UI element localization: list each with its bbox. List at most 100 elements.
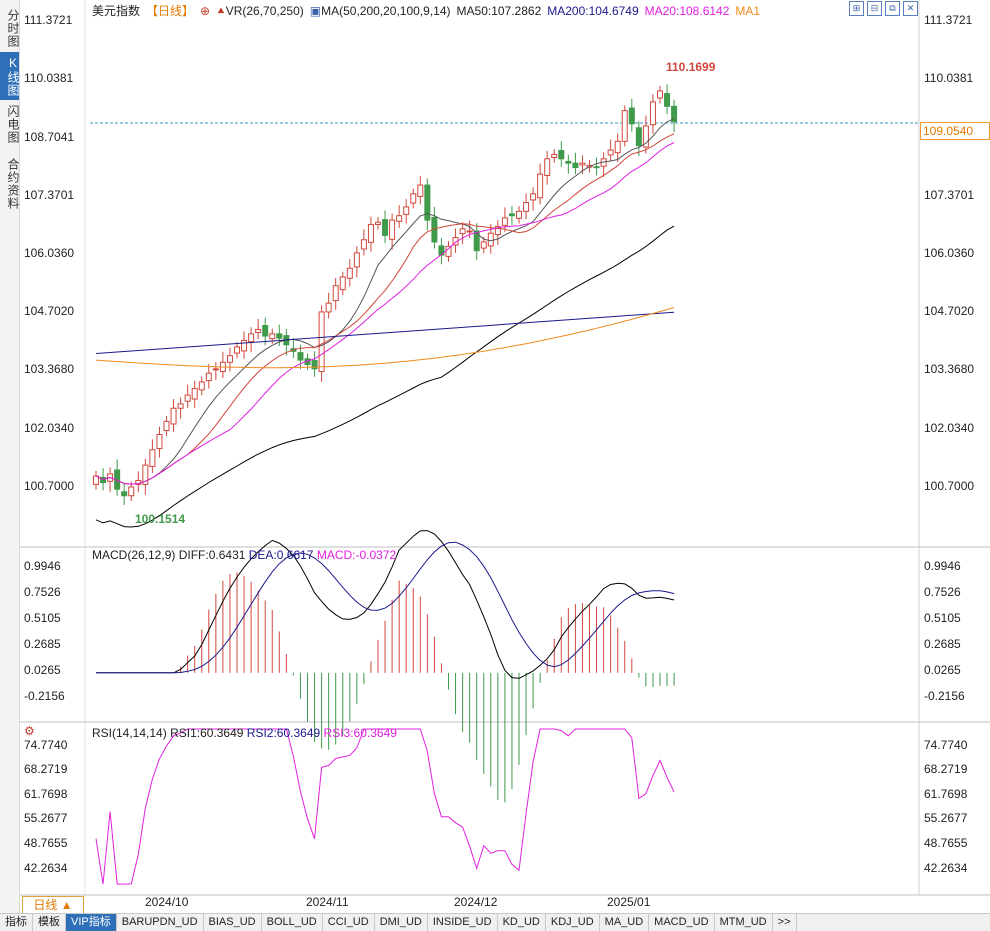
price-axis-label: 107.3701 [924,188,975,202]
rsi-axis-label-right: 61.7698 [924,787,968,801]
x-axis-label: 2024/10 [145,895,189,909]
period-selector[interactable]: 日线 ▲ [22,896,84,914]
candle-body [255,328,262,334]
tab-indicator[interactable]: 指标 [0,914,33,931]
rsi-axis-label-right: 55.2677 [924,811,968,825]
ma100-line [95,307,675,369]
tab-timeshare[interactable]: 分时图 [6,8,20,48]
expand-icon[interactable]: ⊞ [849,1,864,16]
tab-barupdn[interactable]: BARUPDN_UD [117,914,204,931]
rsi-axis-label-right: 74.7740 [924,738,968,752]
candle-body [657,90,663,99]
macd-axis-label: 0.0265 [24,663,61,677]
rsi-axis-label: 48.7655 [24,836,68,850]
tab-bias[interactable]: BIAS_UD [204,914,262,931]
rsi1-value: RSI1:60.3649 [170,726,244,740]
candle-body [544,158,551,176]
period-label[interactable]: 【日线】 [146,4,195,18]
candlestick-series [93,84,678,505]
candle-body [325,302,332,313]
tab-macd[interactable]: MACD_UD [649,914,715,931]
macd-axis-label: -0.2156 [24,689,65,703]
candle-body [565,160,572,164]
vr-indicator: VR(26,70,250) [225,4,304,18]
collapse-icon[interactable]: ⊟ [867,1,882,16]
candle-body [664,93,671,107]
ma50-value: MA50:107.2862 [456,4,542,18]
arrange-icon[interactable]: ⧉ [885,1,900,16]
rsi-settings-icon[interactable]: ⚙ [24,724,35,738]
instrument-name: 美元指数 [92,4,141,18]
tab-kd[interactable]: KD_UD [498,914,546,931]
rsi-axis-label-right: 68.2719 [924,762,968,776]
candle-body [628,107,635,125]
price-axis-label: 102.0340 [924,421,975,435]
candle-body [332,285,339,302]
left-price-label: 102.0340 [24,421,75,435]
chart-canvas[interactable] [20,0,990,913]
tab-kline[interactable]: K线图 [0,52,20,100]
candle-body [346,267,353,279]
moving-average-lines [95,118,675,528]
chart-header: 美元指数 【日线】 ⊕ ⯅VR(26,70,250) ▣MA(50,200,20,100… [92,2,766,18]
tab-flash[interactable]: 闪电图 [6,104,20,144]
tab-contract-info[interactable]: 合约资料 [6,158,20,210]
price-axis-label: 103.3680 [924,362,975,376]
candle-body [269,333,276,340]
tab-ma[interactable]: MA_UD [600,914,650,931]
ma200-line [95,311,675,354]
candle-body [642,125,649,148]
candle-body [593,166,600,169]
ma-params: MA(50,200,20,100,9,14) [321,4,451,18]
candle-body [572,162,579,169]
rsi-title: RSI(14,14,14) [92,726,167,740]
candle-body [170,407,177,425]
tab-dmi[interactable]: DMI_UD [375,914,428,931]
ma14-line [95,133,675,485]
x-axis-label: 2024/11 [306,895,349,909]
candle-body [530,193,537,201]
rsi-panel [95,728,675,885]
window-controls: ⊞ ⊟ ⧉ ✕ [849,1,918,16]
ma200-value: MA200:104.6749 [547,4,639,18]
price-axis-label: 104.7020 [924,304,975,318]
candle-body [184,394,191,402]
candle-body [579,162,586,166]
candle-body [128,486,135,497]
left-sidebar: 分时图 K线图 闪电图 合约资料 [0,0,20,913]
rsi-axis-label: 68.2719 [24,762,68,776]
ma-indicator-icon: ▣ [309,4,322,18]
macd-axis-label-right: 0.7526 [924,585,961,599]
current-price-tag: 109.0540 [920,122,990,140]
rsi-header: RSI(14,14,14) RSI1:60.3649 RSI2:60.3649 … [92,726,397,740]
candle-body [480,241,487,249]
ma50-line [95,225,675,528]
tab-more-icon[interactable]: >> [773,914,797,931]
candle-body [375,221,381,225]
diff-line [96,530,675,679]
close-icon[interactable]: ✕ [903,1,918,16]
tab-kdj[interactable]: KDJ_UD [546,914,600,931]
tab-vip-indicator[interactable]: VIP指标 [66,914,117,931]
rsi-line [95,728,675,885]
candle-body [508,213,515,217]
tab-template[interactable]: 模板 [33,914,66,931]
candle-body [318,311,325,372]
macd-axis-label: 0.5105 [24,611,61,625]
candle-body [226,355,233,363]
candle-body [121,491,128,497]
zoom-icon[interactable]: ⊕ [200,4,211,18]
tab-boll[interactable]: BOLL_UD [262,914,323,931]
candle-body [311,360,318,370]
macd-axis-label-right: 0.0265 [924,663,961,677]
candle-body [558,149,565,160]
high-price-label: 110.1699 [666,60,716,74]
rsi-axis-label-right: 48.7655 [924,836,968,850]
tab-mtm[interactable]: MTM_UD [715,914,773,931]
ma1-value: MA1 [735,4,761,18]
candle-body [537,173,544,199]
tab-inside[interactable]: INSIDE_UD [428,914,498,931]
tab-cci[interactable]: CCI_UD [323,914,375,931]
candle-body [339,276,346,291]
candle-body [607,149,614,156]
